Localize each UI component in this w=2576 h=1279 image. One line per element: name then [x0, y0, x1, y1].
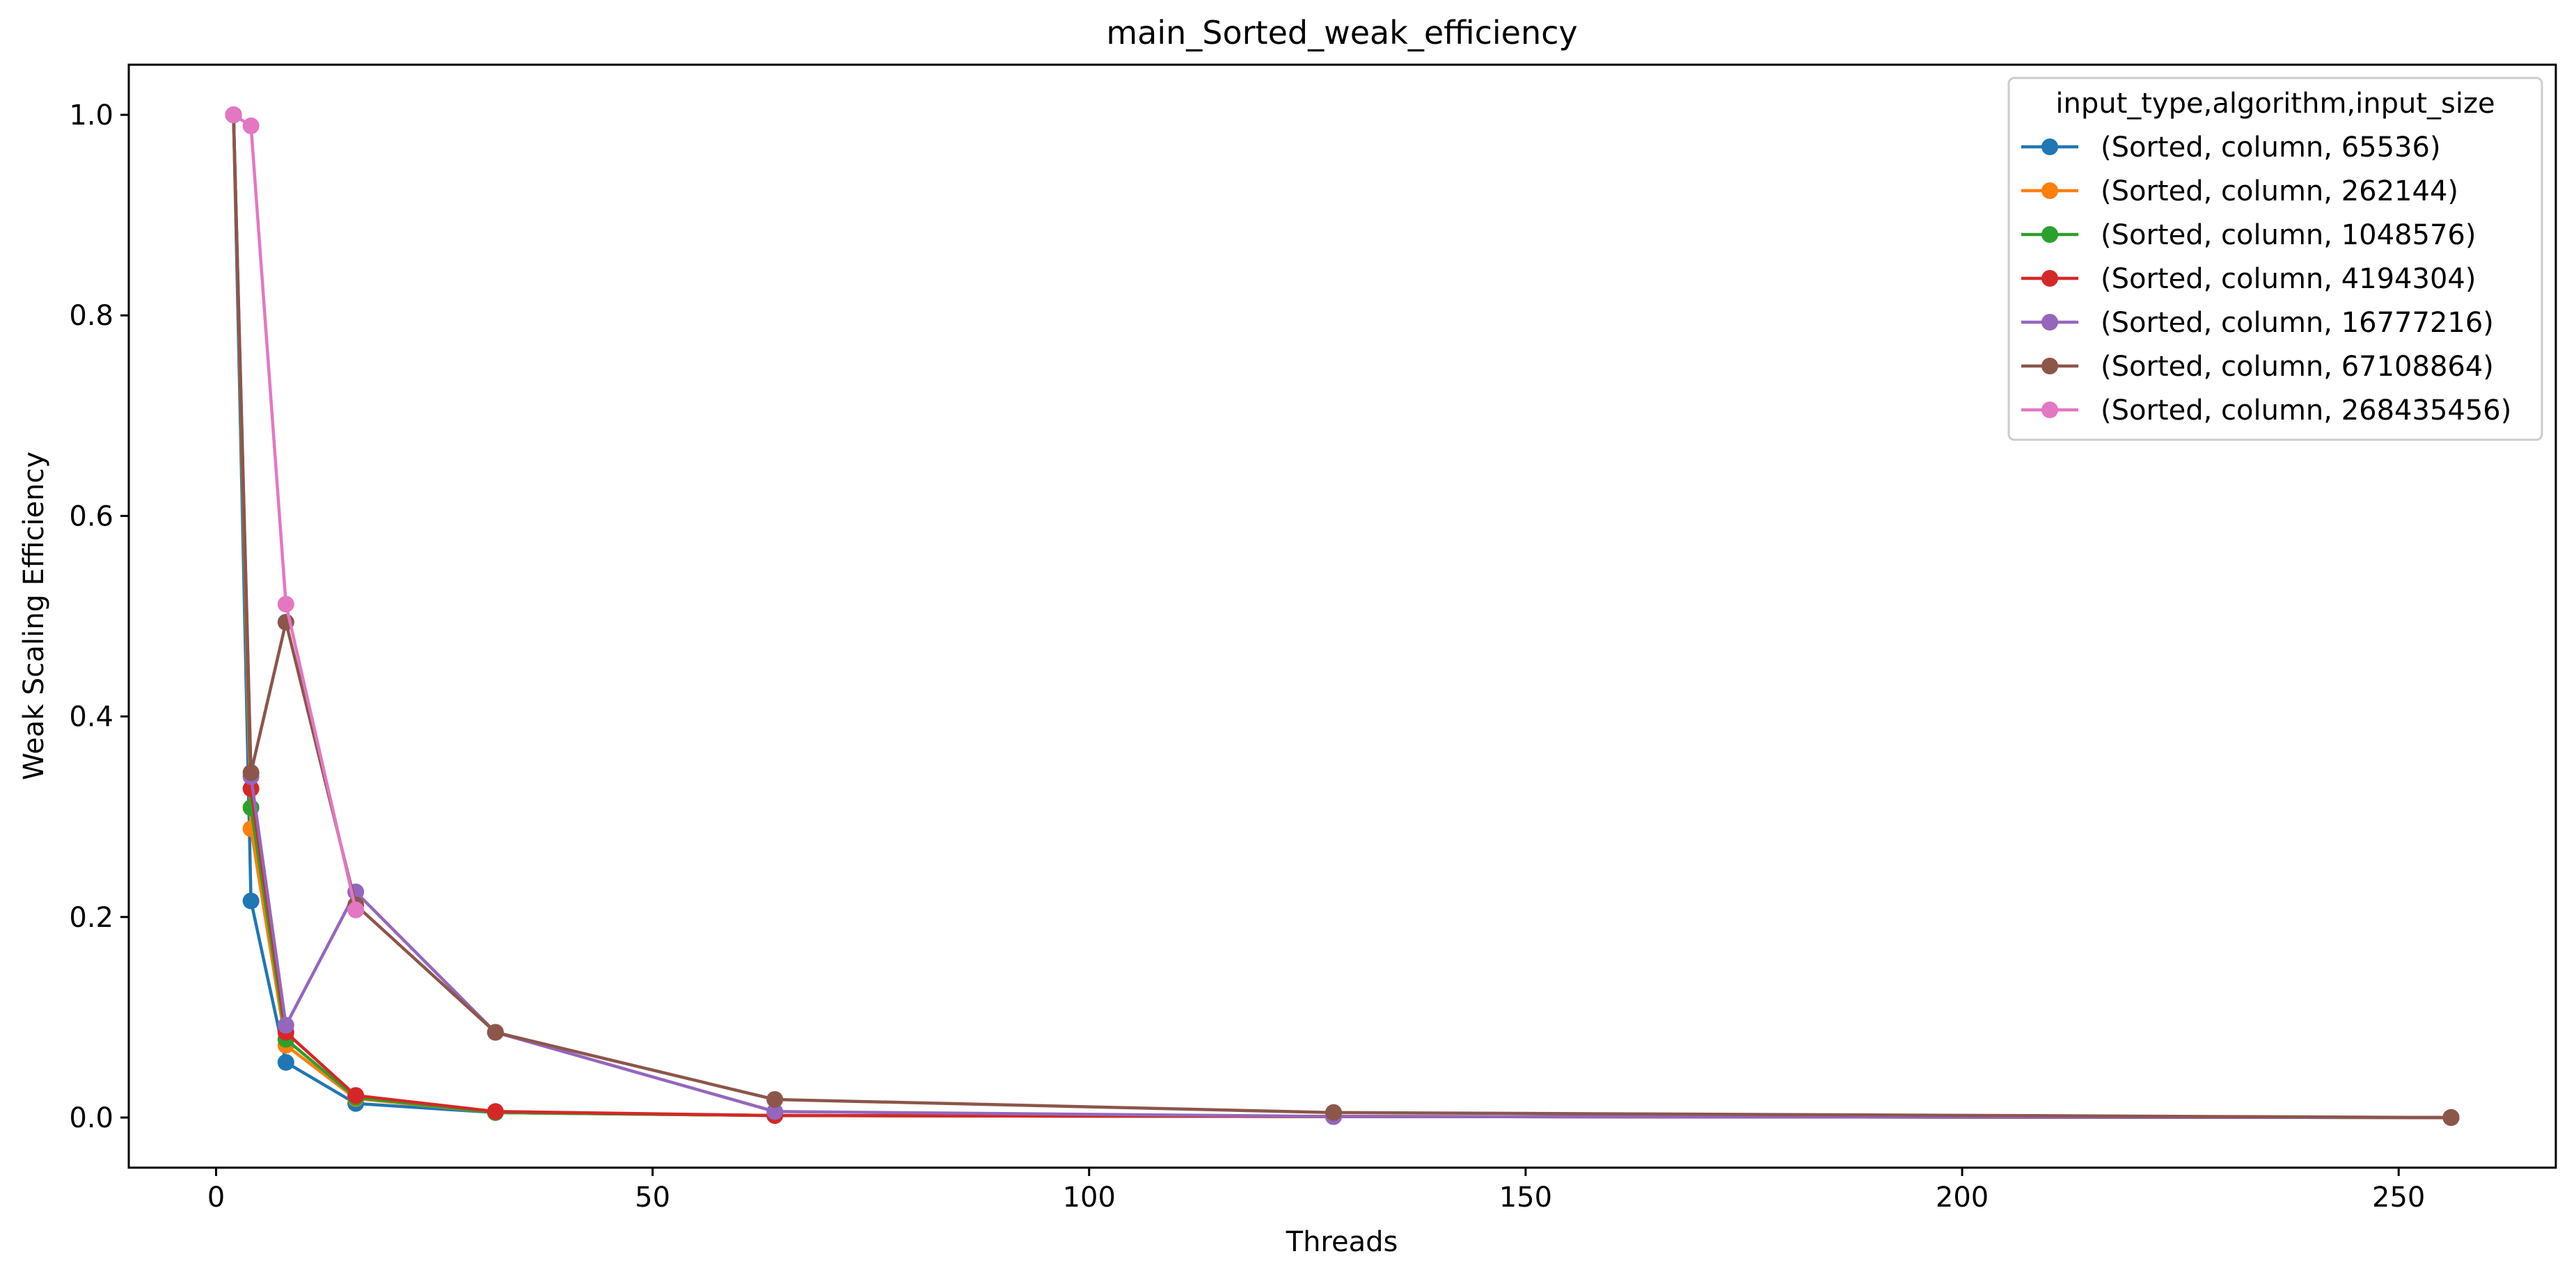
series-line	[232, 113, 2453, 1120]
data-point	[277, 1017, 294, 1034]
legend-entry: (Sorted, column, 262144)	[2021, 175, 2458, 207]
legend-entry: (Sorted, column, 1048576)	[2021, 219, 2476, 251]
legend-label: (Sorted, column, 16777216)	[2101, 307, 2494, 339]
plot-frame	[127, 63, 2557, 1169]
legend-label: (Sorted, column, 67108864)	[2101, 351, 2494, 383]
data-point	[766, 1103, 784, 1120]
data-point	[347, 1087, 365, 1104]
legend-title: input_type,algorithm,input_size	[2055, 88, 2495, 120]
legend-marker	[2041, 270, 2058, 287]
legend-marker	[2041, 226, 2058, 243]
data-point	[277, 1054, 294, 1071]
x-tick-label: 0	[207, 1182, 225, 1214]
data-point	[225, 106, 242, 124]
y-tick-label: 0.2	[69, 902, 113, 934]
y-tick-label: 1.0	[69, 100, 113, 132]
series-line	[232, 113, 358, 912]
y-tick-label: 0.0	[69, 1102, 113, 1134]
legend-entry: (Sorted, column, 268435456)	[2021, 395, 2511, 427]
data-point	[347, 901, 365, 919]
data-point	[242, 764, 260, 781]
legend-marker	[2041, 138, 2058, 155]
x-axis-label: Threads	[1286, 1226, 1398, 1258]
series-7	[225, 106, 365, 919]
legend-marker	[2041, 182, 2058, 199]
data-point	[242, 780, 260, 797]
legend-label: (Sorted, column, 4194304)	[2101, 263, 2476, 295]
data-point	[487, 1103, 504, 1120]
legend-marker	[2041, 358, 2058, 374]
x-tick-label: 50	[635, 1182, 670, 1214]
x-tick-label: 100	[1063, 1182, 1116, 1214]
legend-marker	[2041, 402, 2058, 418]
x-tick-label: 250	[2372, 1182, 2425, 1214]
data-point	[1325, 1104, 1342, 1121]
y-tick-label: 0.8	[69, 300, 113, 332]
legend-label: (Sorted, column, 268435456)	[2101, 395, 2511, 427]
x-tick-label: 150	[1499, 1182, 1552, 1214]
legend-entry: (Sorted, column, 4194304)	[2021, 263, 2476, 295]
data-point	[242, 117, 260, 134]
y-axis-label: Weak Scaling Efficiency	[18, 452, 50, 780]
legend-entry: (Sorted, column, 65536)	[2021, 132, 2441, 164]
chart-title: main_Sorted_weak_efficiency	[1106, 14, 1577, 51]
x-axis: 0 50 100 150 200 250	[207, 1168, 2425, 1214]
series-layer	[225, 106, 2460, 1126]
y-tick-label: 0.6	[69, 500, 113, 532]
y-axis: 0.0 0.2 0.4 0.6 0.8 1.0	[69, 100, 129, 1134]
legend-label: (Sorted, column, 262144)	[2101, 175, 2458, 207]
series-line	[232, 113, 2453, 1120]
legend-label: (Sorted, column, 65536)	[2101, 132, 2441, 164]
y-tick-label: 0.4	[69, 701, 113, 733]
data-point	[242, 892, 260, 909]
data-point	[487, 1024, 504, 1041]
legend-entry: (Sorted, column, 67108864)	[2021, 351, 2494, 383]
legend-label: (Sorted, column, 1048576)	[2101, 219, 2476, 251]
legend-entry: (Sorted, column, 16777216)	[2021, 307, 2494, 339]
data-point	[766, 1091, 784, 1109]
legend: input_type,algorithm,input_size (Sorted,…	[2007, 77, 2543, 441]
x-tick-label: 200	[1936, 1182, 1989, 1214]
legend-box	[2007, 77, 2543, 441]
data-point	[277, 596, 294, 613]
data-point	[2442, 1109, 2460, 1126]
legend-marker	[2041, 314, 2058, 331]
legend-entries: (Sorted, column, 65536) (Sorted, column, …	[2021, 132, 2511, 427]
